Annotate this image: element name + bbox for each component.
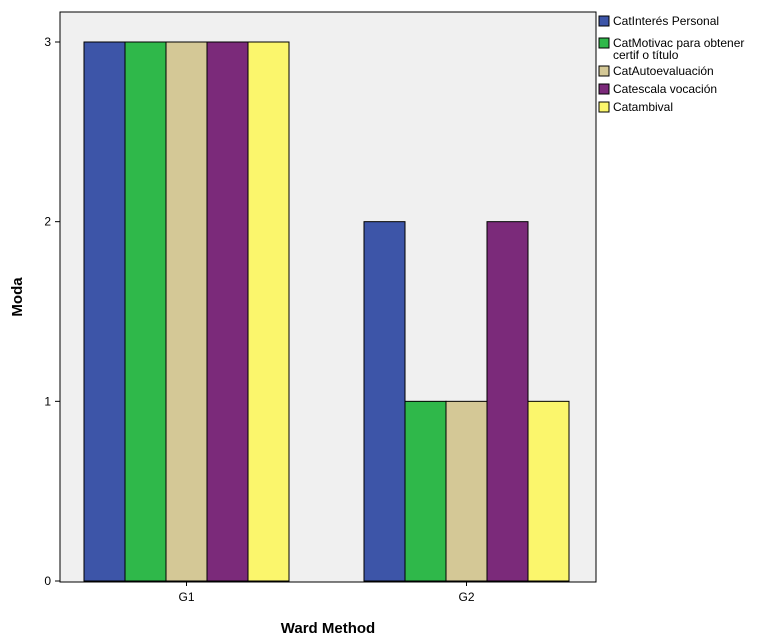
bar (165, 41, 208, 582)
bar (363, 221, 406, 582)
legend-swatch (598, 83, 610, 95)
bar (445, 400, 488, 582)
bar (83, 41, 126, 582)
y-tick-label: 0 (44, 574, 51, 588)
bar (124, 41, 167, 582)
bars-group (83, 41, 570, 582)
y-tick-label: 3 (44, 35, 51, 49)
bar (247, 41, 290, 582)
legend: CatInterés Personal CatMotivac para obten… (598, 14, 744, 114)
legend-swatch (598, 37, 610, 49)
legend-label: CatMotivac para obtener certif o título (613, 36, 744, 62)
legend-swatch (598, 65, 610, 77)
y-tick-label: 1 (44, 394, 51, 408)
legend-swatch (598, 15, 610, 27)
legend-label: Catescala vocación (613, 82, 717, 96)
legend-label: CatAutoevaluación (613, 64, 714, 78)
bar (404, 400, 447, 582)
bar (206, 41, 249, 582)
legend-label: CatInterés Personal (613, 14, 719, 28)
bar (486, 221, 529, 582)
x-axis-title: Ward Method (281, 620, 375, 637)
y-tick-label: 2 (44, 215, 51, 229)
bar (527, 400, 570, 582)
y-axis-title: Moda (9, 277, 26, 317)
y-axis: 0 1 2 3 (44, 35, 60, 588)
legend-swatch (598, 101, 610, 113)
x-tick-label: G1 (178, 590, 194, 604)
x-tick-label: G2 (458, 590, 474, 604)
legend-label: Catambival (613, 100, 673, 114)
x-axis: G1 G2 (178, 581, 475, 604)
